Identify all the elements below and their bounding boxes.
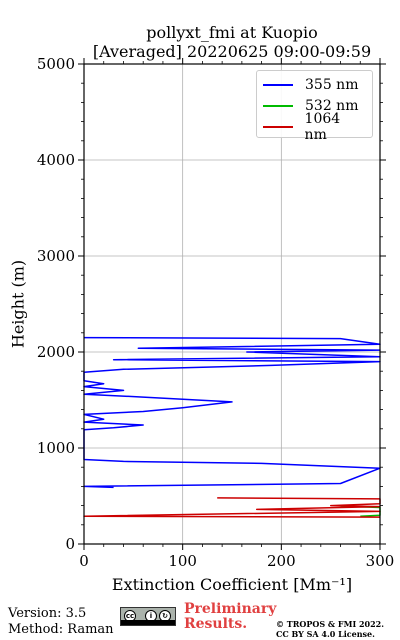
footer-info: Version: 3.5 Method: Raman: [8, 606, 114, 638]
legend: 355 nm 532 nm 1064 nm: [256, 70, 373, 143]
y-axis-label: Height (m): [8, 259, 28, 349]
copyright-notice: © TROPOS & FMI 2022. CC BY SA 4.0 Licens…: [276, 619, 384, 639]
x-tick-label: 300: [366, 552, 395, 570]
legend-swatch-355: [263, 83, 293, 86]
x-tick-label: 0: [79, 552, 89, 570]
results-text: Results.: [184, 616, 248, 632]
series-line-1064-nm: [83, 497, 381, 518]
y-tick-label: 4000: [37, 151, 75, 169]
legend-item-355: 355 nm: [263, 74, 366, 95]
x-tick-label: 200: [267, 552, 296, 570]
cc-license-badge: cc i ↻: [120, 607, 176, 626]
legend-item-1064: 1064 nm: [263, 111, 366, 143]
y-tick-label: 2000: [37, 343, 75, 361]
legend-swatch-1064: [263, 125, 293, 128]
chart-subtitle: [Averaged] 20220625 09:00-09:59: [92, 42, 372, 61]
y-tick-label: 5000: [37, 55, 75, 73]
x-axis-label: Extinction Coefficient [Mm⁻¹]: [111, 575, 353, 594]
legend-label-532: 532 nm: [305, 97, 359, 114]
copyright-line-1: © TROPOS & FMI 2022.: [276, 619, 385, 629]
chart-title: pollyxt_fmi at Kuopio: [146, 23, 318, 42]
version-text: Version: 3.5: [8, 606, 87, 621]
series-lines: [83, 336, 381, 518]
legend-label-1064: 1064 nm: [304, 110, 341, 143]
method-text: Method: Raman: [8, 622, 114, 637]
y-tick-label: 0: [65, 535, 75, 553]
x-tick-label: 100: [168, 552, 197, 570]
series-line-355-nm: [83, 336, 381, 489]
legend-item-532: 532 nm: [263, 95, 366, 116]
plot-frame: [83, 63, 381, 545]
y-tick-label: 3000: [37, 247, 75, 265]
cc-badge-bar: [121, 620, 175, 625]
legend-label-355: 355 nm: [305, 76, 359, 93]
preliminary-text: Preliminary: [184, 601, 277, 617]
legend-swatch-532: [263, 104, 293, 107]
copyright-line-2: CC BY SA 4.0 License.: [276, 629, 375, 639]
y-tick-label: 1000: [37, 439, 75, 457]
preliminary-notice: Preliminary Results.: [184, 602, 276, 632]
